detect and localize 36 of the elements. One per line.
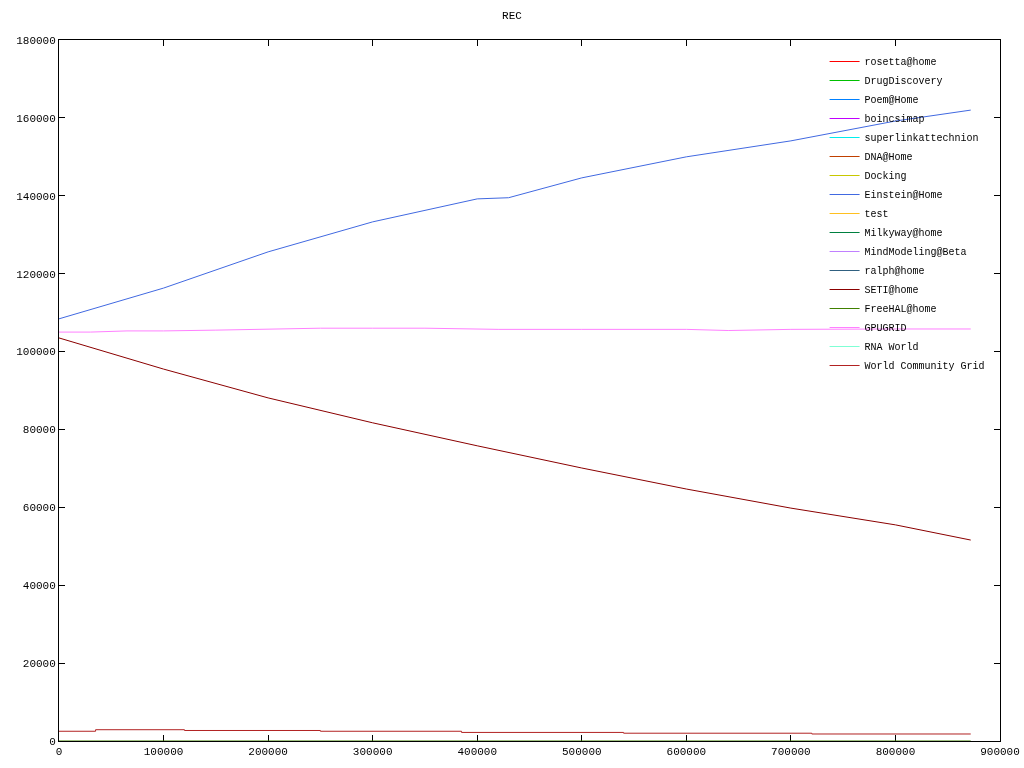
y-tick-label: 20000 [22, 657, 56, 670]
legend-label: MindModeling@Beta [864, 247, 967, 259]
x-tick-label: 600000 [666, 746, 707, 759]
x-tick-label: 400000 [457, 746, 498, 759]
x-tick-label: 800000 [875, 746, 916, 759]
x-tick-label: 100000 [143, 746, 184, 759]
y-tick-label: 40000 [22, 580, 56, 593]
y-tick-label: 180000 [16, 34, 56, 47]
x-tick-label: 700000 [771, 746, 811, 759]
y-tick-label: 80000 [22, 424, 56, 437]
legend-label: RNA World [864, 342, 919, 354]
legend-label: DrugDiscovery [864, 76, 943, 88]
chart-title: REC [502, 10, 523, 23]
x-tick-label: 300000 [352, 746, 393, 759]
legend-label: World Community Grid [864, 361, 985, 373]
y-tick-label: 60000 [22, 502, 56, 515]
legend-label: superlinkattechnion [864, 133, 979, 145]
legend-label: GPUGRID [864, 323, 907, 335]
legend-label: SETI@home [864, 285, 919, 297]
x-tick-label: 900000 [980, 746, 1020, 759]
legend-label: test [864, 209, 889, 221]
legend-label: DNA@Home [864, 152, 913, 164]
legend-label: ralph@home [864, 266, 925, 278]
legend-label: FreeHAL@home [864, 304, 937, 316]
legend-label: Docking [864, 171, 907, 183]
y-tick-label: 160000 [16, 112, 56, 125]
x-tick-label: 500000 [561, 746, 602, 759]
legend-label: rosetta@home [864, 57, 937, 69]
y-tick-label: 140000 [16, 190, 56, 203]
y-tick-label: 0 [49, 735, 56, 748]
x-tick-label: 200000 [248, 746, 288, 759]
legend-label: Milkyway@home [864, 228, 943, 240]
legend-label: Einstein@Home [864, 190, 943, 202]
y-tick-label: 100000 [16, 346, 56, 359]
y-tick-label: 120000 [16, 268, 56, 281]
legend-label: Poem@Home [864, 95, 919, 107]
